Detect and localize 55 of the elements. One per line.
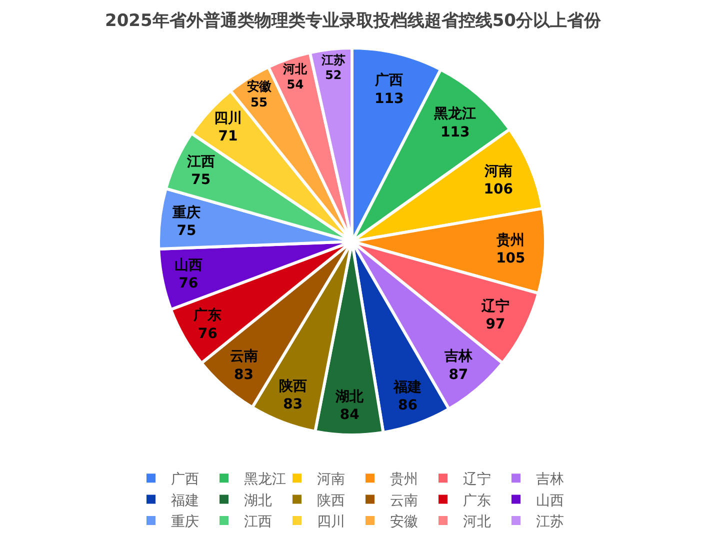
data-label: 113 bbox=[374, 90, 404, 107]
legend-label: 黑龙江 bbox=[244, 472, 286, 488]
data-label: 83 bbox=[283, 396, 303, 412]
legend-label: 云南 bbox=[390, 492, 418, 509]
slice-label: 黑龙江 bbox=[433, 106, 476, 122]
data-label: 71 bbox=[218, 128, 238, 145]
data-label: 105 bbox=[496, 250, 526, 266]
slice-label: 广东 bbox=[192, 306, 222, 324]
data-label: 106 bbox=[484, 182, 514, 198]
legend-label: 江西 bbox=[244, 514, 272, 530]
legend-label: 河南 bbox=[317, 472, 345, 488]
data-label: 75 bbox=[176, 223, 196, 240]
slice-label: 吉林 bbox=[443, 348, 474, 365]
slice-label: 河南 bbox=[483, 163, 512, 180]
data-label: 97 bbox=[486, 316, 506, 333]
data-label: 54 bbox=[286, 78, 304, 92]
data-label: 75 bbox=[191, 172, 211, 188]
slice-label: 重庆 bbox=[171, 204, 200, 222]
slice-label: 陕西 bbox=[278, 378, 307, 394]
data-label: 83 bbox=[234, 366, 254, 383]
legend-label: 陕西 bbox=[317, 492, 345, 509]
data-label: 113 bbox=[440, 124, 470, 140]
slice-label: 河北 bbox=[282, 62, 308, 76]
slice-label: 安徽 bbox=[247, 80, 272, 94]
slice-label: 山西 bbox=[174, 257, 202, 274]
slice-label: 贵州 bbox=[496, 232, 525, 248]
slice-label: 江苏 bbox=[320, 52, 346, 67]
data-label: 52 bbox=[325, 68, 342, 82]
slice-label: 四川 bbox=[214, 110, 242, 127]
data-label: 86 bbox=[398, 397, 418, 414]
legend-label: 广西 bbox=[171, 472, 199, 488]
legend-label: 河北 bbox=[463, 514, 491, 530]
slice-label: 广西 bbox=[374, 72, 404, 89]
data-label: 76 bbox=[198, 326, 218, 342]
legend-label: 福建 bbox=[171, 492, 199, 509]
slice-label: 江西 bbox=[186, 154, 215, 170]
slice-label: 云南 bbox=[230, 348, 258, 365]
data-label: 76 bbox=[178, 276, 198, 292]
legend-label: 吉林 bbox=[536, 472, 564, 488]
legend-label: 山西 bbox=[536, 492, 564, 509]
legend-label: 广东 bbox=[463, 492, 491, 509]
legend-label: 安徽 bbox=[390, 514, 418, 530]
chart-title: 2025年省外普通类物理类专业录取投档线超省控线50分以上省份 bbox=[105, 10, 602, 31]
slice-label: 辽宁 bbox=[480, 297, 510, 314]
slice-label: 福建 bbox=[392, 378, 422, 396]
slice-label: 湖北 bbox=[334, 388, 365, 405]
legend-label: 辽宁 bbox=[463, 472, 491, 488]
data-label: 84 bbox=[340, 407, 360, 424]
legend-label: 四川 bbox=[317, 514, 345, 530]
data-label: 55 bbox=[250, 96, 268, 110]
legend-label: 江苏 bbox=[536, 514, 564, 530]
data-label: 87 bbox=[448, 366, 468, 383]
legend-label: 湖北 bbox=[244, 492, 272, 509]
legend-label: 重庆 bbox=[171, 514, 199, 530]
legend-label: 贵州 bbox=[390, 472, 418, 488]
